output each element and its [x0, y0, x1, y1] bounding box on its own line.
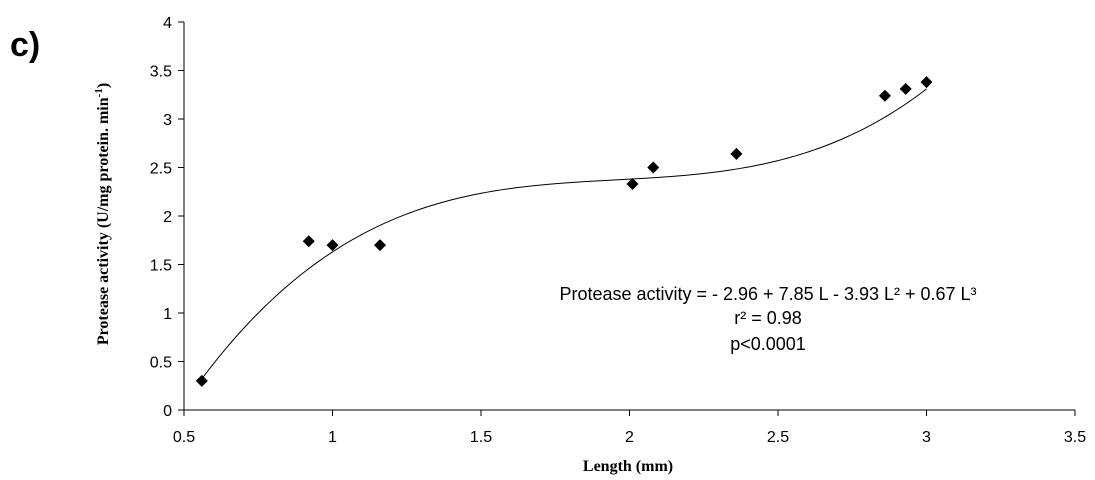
equation-annotation: Protease activity = - 2.96 + 7.85 L - 3.…: [559, 284, 976, 304]
y-tick-label: 4: [163, 15, 172, 32]
y-tick-label: 1: [163, 306, 172, 323]
x-axis-title: Length (mm): [583, 458, 673, 475]
x-ticks: 0.5 1 1.5 2 2.5 3 3.5: [173, 410, 1086, 446]
x-tick-label: 1: [328, 429, 337, 446]
data-point: [326, 239, 339, 252]
data-point: [302, 235, 315, 248]
y-axis-title: Protease activity (U/mg protein. min-1): [93, 83, 112, 345]
data-point: [899, 82, 912, 95]
data-point: [920, 76, 933, 89]
p-value-annotation: p<0.0001: [730, 334, 806, 354]
data-point: [878, 89, 891, 102]
panel-label: c): [10, 26, 40, 64]
y-tick-label: 3.5: [150, 64, 172, 81]
data-point: [195, 374, 208, 387]
y-tick-label: 0: [163, 403, 172, 420]
y-axis-title-close: ): [95, 83, 112, 88]
data-point: [730, 147, 743, 160]
x-tick-label: 3: [922, 429, 931, 446]
x-tick-label: 1.5: [470, 429, 492, 446]
x-tick-label: 3.5: [1064, 429, 1086, 446]
y-axis-title-main: Protease activity (U/mg protein. min: [95, 97, 112, 345]
data-points: [195, 76, 933, 387]
x-tick-label: 0.5: [173, 429, 195, 446]
data-point: [626, 177, 639, 190]
y-tick-label: 2: [163, 209, 172, 226]
data-point: [647, 161, 660, 174]
y-tick-label: 0.5: [150, 355, 172, 372]
y-axis-title-sup: -1: [93, 88, 105, 97]
x-tick-label: 2.5: [767, 429, 789, 446]
axes: [183, 22, 1075, 411]
y-tick-label: 1.5: [150, 258, 172, 275]
fit-curve: [201, 88, 927, 380]
y-ticks: 0 0.5 1 1.5 2 2.5 3 3.5 4: [150, 15, 184, 420]
y-tick-label: 3: [163, 112, 172, 129]
x-tick-label: 2: [625, 429, 634, 446]
r-squared-annotation: r² = 0.98: [734, 308, 802, 328]
data-point: [374, 239, 387, 252]
y-tick-label: 2.5: [150, 161, 172, 178]
